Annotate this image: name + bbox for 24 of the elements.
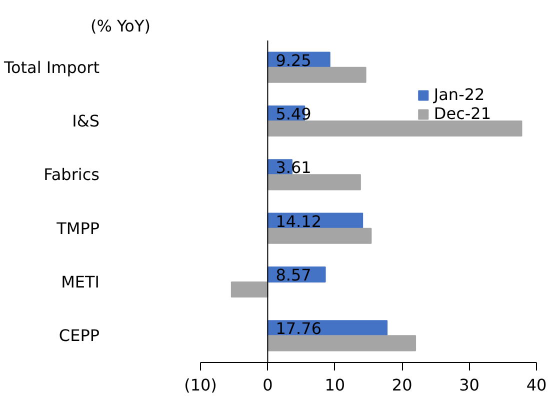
x-tick-label: (10): [184, 376, 217, 394]
data-label: 17.76: [276, 319, 322, 338]
data-label: 14.12: [276, 212, 322, 231]
data-label: 9.25: [276, 50, 312, 70]
y-tick-label: CEPP: [58, 326, 100, 346]
legend-label: Jan-22: [434, 85, 485, 104]
chart-title: (% YoY): [90, 16, 150, 36]
legend-label: Dec-21: [434, 104, 491, 123]
data-label: 8.57: [276, 265, 312, 284]
bar: [267, 66, 366, 83]
bar: [230, 282, 268, 298]
x-tick-label: 20: [392, 376, 412, 394]
x-tick-label: 0: [262, 376, 273, 394]
x-tick-label: 30: [459, 376, 480, 394]
y-tick-label: I&S: [72, 112, 100, 130]
y-tick-label: TMPP: [56, 218, 100, 238]
bar: [267, 335, 416, 352]
x-tick-label: 10: [324, 376, 346, 394]
y-tick-label: Total Import: [2, 58, 100, 77]
x-tick-label: 40: [526, 376, 547, 394]
y-tick-label: Fabrics: [44, 165, 100, 184]
y-tick-label: METI: [61, 272, 100, 292]
bar: [267, 174, 361, 190]
bar: [267, 228, 372, 244]
